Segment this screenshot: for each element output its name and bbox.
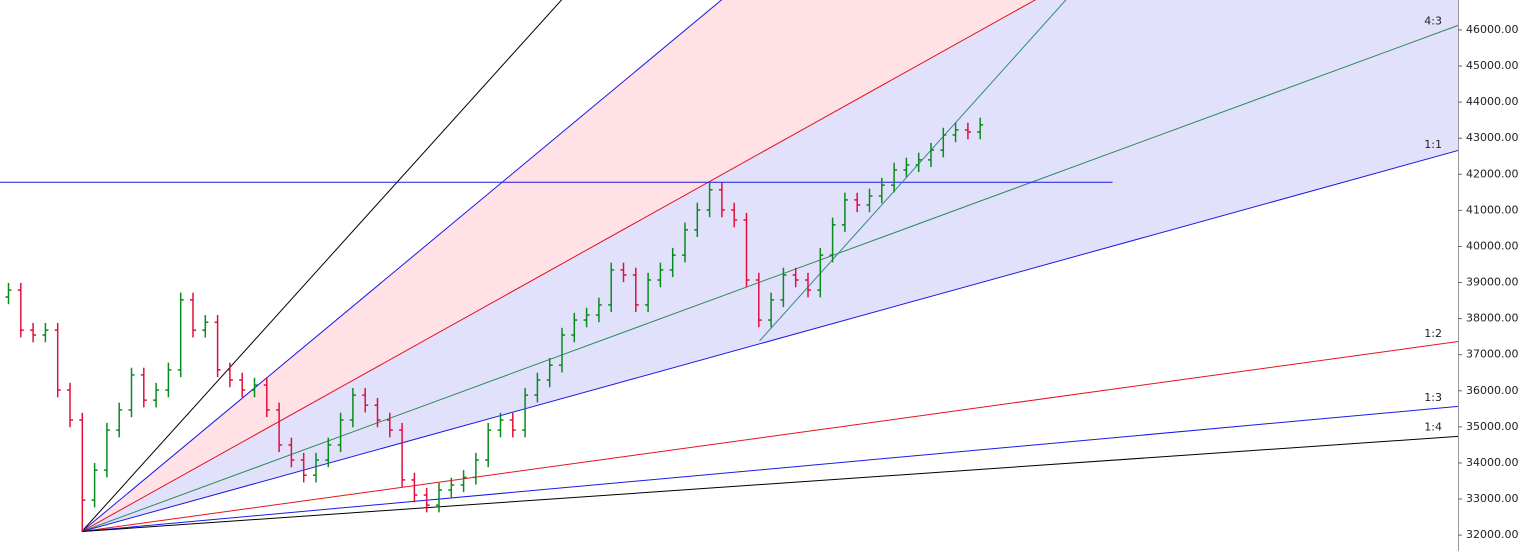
y-tick-label: 38000.00 [1466,312,1519,325]
fan-line [81,341,1458,533]
y-tick-label: 41000.00 [1466,203,1519,216]
fan-line [81,405,1458,533]
y-tick-label: 44000.00 [1466,95,1519,108]
y-tick-label: 46000.00 [1466,23,1519,36]
y-tick-label: 45000.00 [1466,59,1519,72]
fan-line [81,435,1458,533]
y-tick-label: 40000.00 [1466,239,1519,252]
y-tick-label: 37000.00 [1466,348,1519,361]
fan-label: 1:4 [1424,420,1442,433]
fan-line [81,0,723,532]
y-tick-label: 43000.00 [1466,131,1519,144]
fan-line [81,0,1037,532]
fan-line [81,149,1458,532]
trend-line [759,0,1067,342]
y-tick-label: 42000.00 [1466,167,1519,180]
fan-line [81,24,1458,532]
fan-fill [81,0,1458,532]
y-tick-label: 32000.00 [1466,528,1519,541]
y-tick-label: 39000.00 [1466,276,1519,289]
fan-label: 4:3 [1424,14,1442,27]
fan-label: 1:1 [1424,138,1442,151]
y-tick-label: 36000.00 [1466,384,1519,397]
y-tick-label: 33000.00 [1466,492,1519,505]
axis-labels: 32000.00 33000.00 34000.00 35000.00 36000.00… [1458,23,1519,541]
plot-area: 4:3 1:1 1:2 1:3 1:4 [0,0,1458,533]
price-axis [1458,0,1521,551]
y-tick-label: 34000.00 [1466,456,1519,469]
fan-line [81,0,563,532]
y-tick-label: 35000.00 [1466,420,1519,433]
fan-label: 1:2 [1424,327,1442,340]
fan-label: 1:3 [1424,391,1442,404]
